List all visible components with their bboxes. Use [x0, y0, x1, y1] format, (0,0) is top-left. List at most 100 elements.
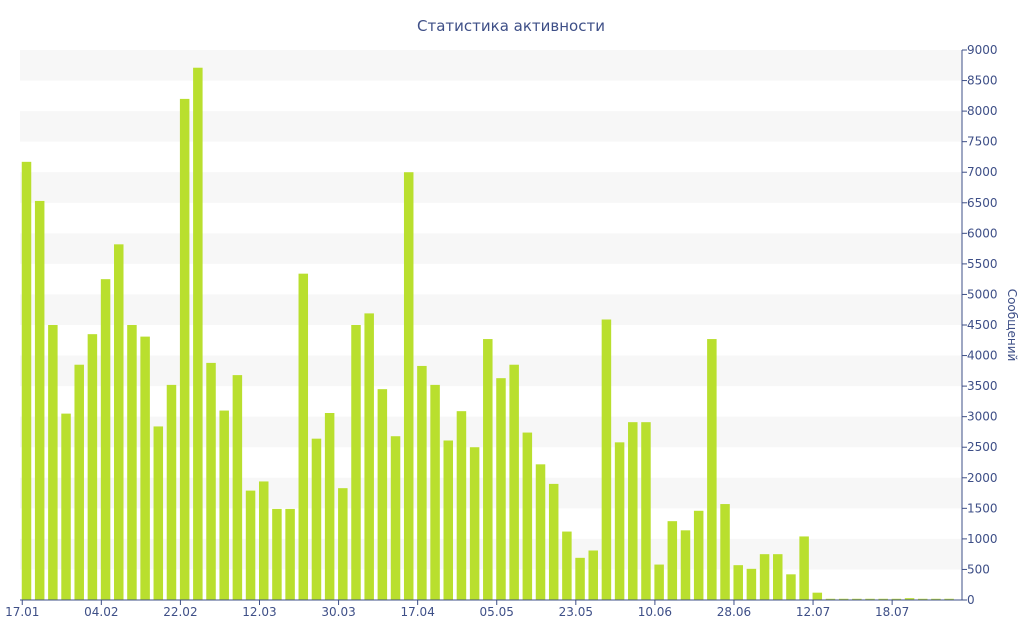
- x-tick-label: 05.05: [480, 605, 514, 619]
- y-tick-label: 2500: [967, 440, 998, 454]
- bar: [232, 375, 243, 600]
- bar: [575, 557, 585, 600]
- y-tick-label: 8000: [967, 104, 998, 118]
- bar: [456, 411, 467, 600]
- bar: [403, 172, 414, 600]
- bar: [179, 98, 190, 600]
- x-tick-label: 17.04: [400, 605, 434, 619]
- bar: [614, 442, 625, 600]
- bar: [193, 67, 203, 601]
- bar: [469, 447, 480, 600]
- bar: [364, 313, 374, 600]
- y-tick-label: 4000: [967, 349, 998, 363]
- y-tick-label: 3500: [967, 379, 998, 393]
- bar: [535, 464, 546, 600]
- y-tick-label: 7500: [967, 135, 998, 149]
- x-axis-ticks: 17.01 04.02 22.02 12.03 30.03 17.04 05.05 23.05…: [5, 600, 909, 619]
- bar: [904, 598, 915, 600]
- grid-band: [20, 111, 962, 142]
- bar: [759, 554, 770, 600]
- bar: [786, 574, 796, 600]
- bar: [298, 273, 309, 600]
- bar: [917, 598, 928, 600]
- x-tick-label: 17.01: [5, 605, 39, 619]
- grid-band: [20, 294, 962, 325]
- bar: [707, 339, 717, 600]
- bar: [61, 413, 71, 600]
- grid-bands: [20, 50, 962, 570]
- bar: [377, 389, 388, 600]
- bar: [891, 598, 902, 600]
- bar: [245, 490, 256, 600]
- x-tick-label: 12.03: [242, 605, 276, 619]
- bar: [878, 598, 888, 600]
- y-tick-label: 9000: [967, 43, 998, 57]
- y-tick-label: 500: [967, 562, 990, 576]
- bar: [21, 161, 32, 600]
- x-tick-label: 04.02: [84, 605, 118, 619]
- bar: [272, 508, 282, 600]
- bar: [443, 440, 454, 600]
- bar: [324, 413, 335, 600]
- bar: [127, 325, 137, 600]
- bar: [588, 550, 598, 600]
- bar: [746, 568, 757, 600]
- bar: [140, 336, 150, 600]
- bar: [48, 325, 58, 600]
- bar: [351, 325, 361, 600]
- bar: [285, 508, 295, 600]
- y-tick-label: 5500: [967, 257, 998, 271]
- bar: [338, 488, 348, 600]
- bar: [667, 521, 678, 600]
- bar: [838, 598, 849, 600]
- bar: [799, 536, 809, 600]
- bar: [430, 384, 440, 600]
- bar: [390, 436, 401, 600]
- bar: [944, 598, 954, 600]
- bar: [548, 483, 559, 600]
- bar: [733, 565, 743, 600]
- bar: [258, 481, 269, 600]
- y-tick-label: 3000: [967, 410, 998, 424]
- bar: [601, 319, 612, 600]
- y-tick-label: 4500: [967, 318, 998, 332]
- bar: [34, 200, 45, 600]
- bar: [74, 364, 84, 600]
- x-tick-label: 23.05: [559, 605, 593, 619]
- bar: [311, 438, 322, 600]
- bar: [153, 426, 164, 600]
- y-tick-label: 0: [967, 593, 975, 607]
- y-tick-label: 5000: [967, 287, 998, 301]
- bar: [654, 564, 664, 600]
- x-tick-label: 28.06: [717, 605, 751, 619]
- bar: [641, 422, 651, 600]
- y-tick-label: 1000: [967, 532, 998, 546]
- x-tick-label: 18.07: [875, 605, 909, 619]
- y-tick-label: 6500: [967, 196, 998, 210]
- bar: [720, 504, 730, 600]
- x-tick-label: 10.06: [638, 605, 672, 619]
- bar: [693, 510, 704, 600]
- bar: [852, 598, 862, 600]
- bar: [219, 410, 229, 600]
- x-tick-label: 30.03: [321, 605, 355, 619]
- y-tick-label: 1500: [967, 501, 998, 515]
- bar: [522, 432, 533, 600]
- bar: [417, 365, 427, 600]
- chart-title: Статистика активности: [417, 17, 605, 35]
- bar: [680, 530, 691, 600]
- bar: [812, 592, 823, 600]
- y-tick-label: 2000: [967, 471, 998, 485]
- x-tick-label: 22.02: [163, 605, 197, 619]
- bar: [562, 531, 572, 600]
- y-tick-label: 8500: [967, 74, 998, 88]
- bar: [87, 334, 98, 600]
- bar: [100, 279, 111, 600]
- grid-band: [20, 233, 962, 264]
- bar: [206, 362, 216, 600]
- bar: [483, 339, 493, 600]
- y-tick-label: 7000: [967, 165, 998, 179]
- grid-band: [20, 172, 962, 203]
- bar: [931, 598, 941, 600]
